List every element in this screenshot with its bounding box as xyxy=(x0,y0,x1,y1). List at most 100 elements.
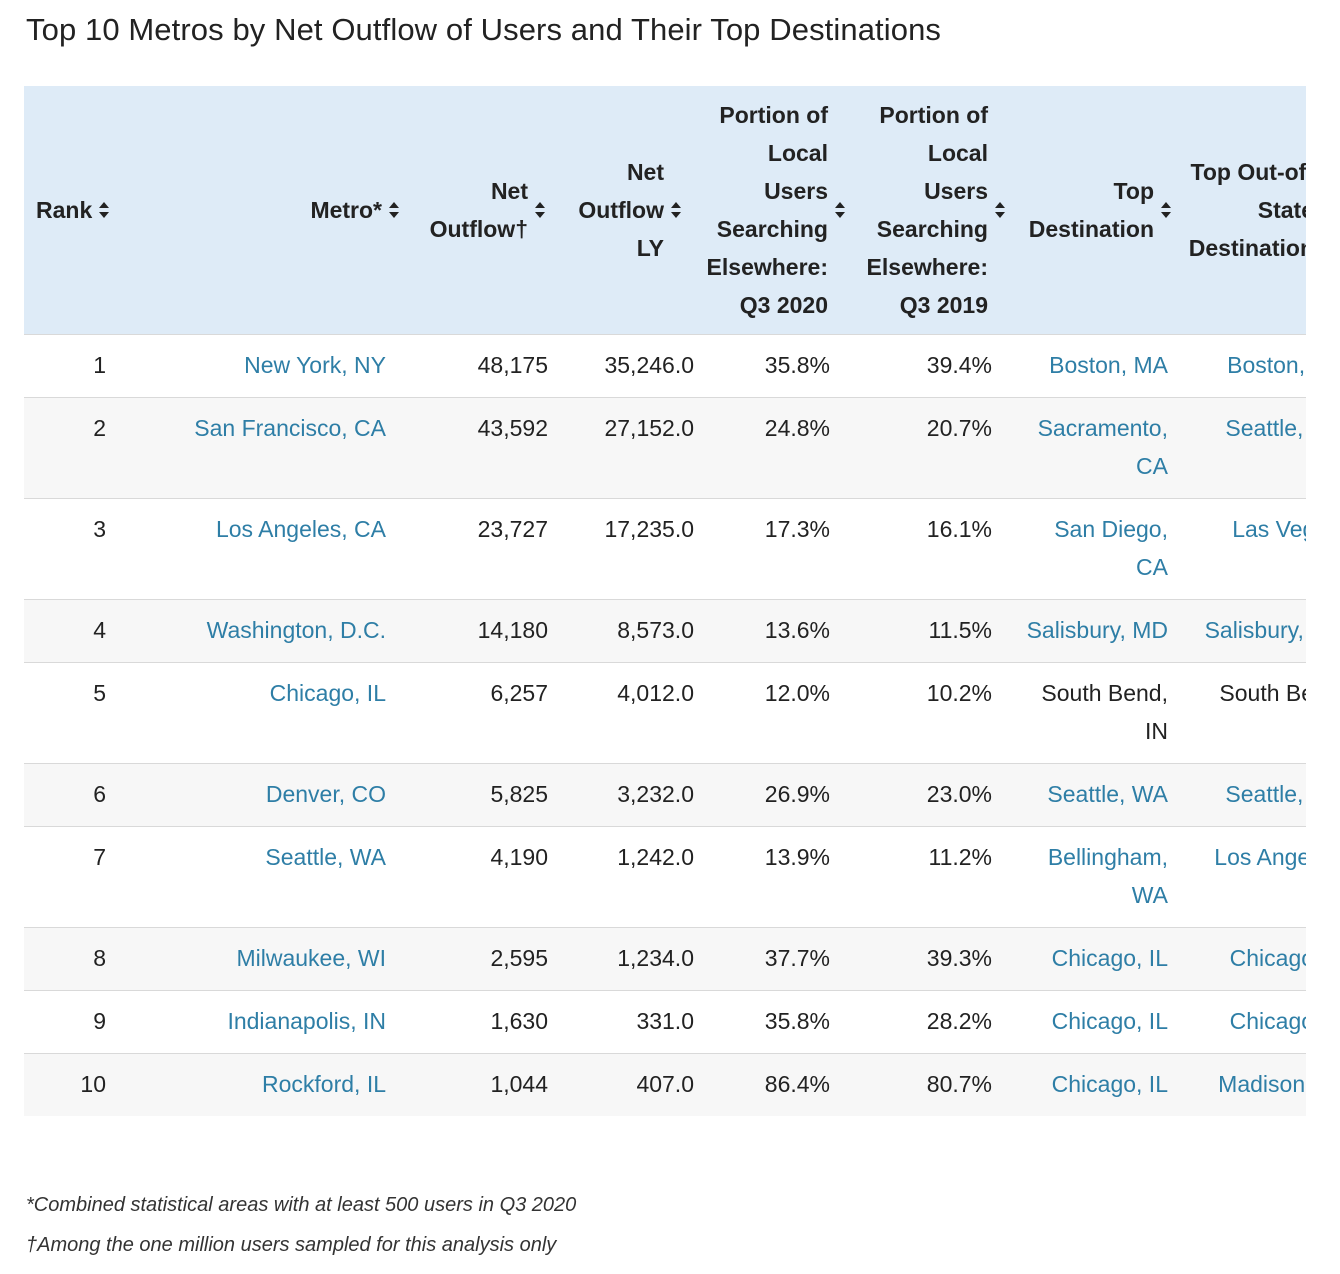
column-header-net-outflow[interactable]: Net Outflow† xyxy=(410,86,548,334)
cell-rank: 8 xyxy=(93,944,106,971)
column-header-rank[interactable]: Rank xyxy=(24,86,120,334)
cell-net-outflow: 1,630 xyxy=(490,1007,548,1034)
cell-metro[interactable]: Denver, CO xyxy=(265,780,386,807)
cell-top-destination: South Bend, IN xyxy=(1041,679,1168,744)
cell-portion-2020: 13.9% xyxy=(764,843,830,870)
cell-net-outflow-ly: 17,235.0 xyxy=(604,515,694,542)
table-row: 4 Washington, D.C. 14,180 8,573.0 13.6% 11.5%… xyxy=(24,599,1306,662)
cell-top-oos-destination[interactable]: Boston, MA xyxy=(1227,351,1306,378)
cell-net-outflow-ly: 27,152.0 xyxy=(604,414,694,441)
table-row: 2 San Francisco, CA 43,592 27,152.0 24.8% 20.… xyxy=(24,397,1306,498)
cell-rank: 2 xyxy=(93,414,106,441)
table-header-row: Rank Metro* Net Outflow† Net Outflow LY … xyxy=(24,86,1306,334)
metros-table: Rank Metro* Net Outflow† Net Outflow LY … xyxy=(24,86,1306,1116)
cell-net-outflow: 5,825 xyxy=(490,780,548,807)
cell-metro[interactable]: Los Angeles, CA xyxy=(215,515,386,542)
cell-top-destination[interactable]: San Diego, CA xyxy=(1054,515,1168,580)
column-header-label: Top Out-of-State Destination xyxy=(1188,158,1306,261)
sort-icon[interactable] xyxy=(388,201,400,219)
column-header-top-destination[interactable]: Top Destination xyxy=(1014,86,1186,334)
cell-net-outflow-ly: 1,234.0 xyxy=(617,944,694,971)
cell-rank: 5 xyxy=(93,679,106,706)
cell-portion-2020: 24.8% xyxy=(764,414,830,441)
cell-rank: 9 xyxy=(93,1007,106,1034)
cell-metro[interactable]: New York, NY xyxy=(244,351,386,378)
cell-top-destination[interactable]: Boston, MA xyxy=(1049,351,1168,378)
cell-rank: 7 xyxy=(93,843,106,870)
cell-portion-2019: 39.3% xyxy=(926,944,992,971)
cell-rank: 4 xyxy=(93,616,106,643)
cell-rank: 3 xyxy=(93,515,106,542)
cell-net-outflow-ly: 8,573.0 xyxy=(617,616,694,643)
cell-top-destination[interactable]: Salisbury, MD xyxy=(1026,616,1168,643)
cell-portion-2020: 12.0% xyxy=(764,679,830,706)
table-row: 9 Indianapolis, IN 1,630 331.0 35.8% 28.2% Chi… xyxy=(24,990,1306,1053)
cell-top-oos-destination[interactable]: Salisbury, MD xyxy=(1204,616,1306,643)
cell-portion-2020: 17.3% xyxy=(764,515,830,542)
cell-top-destination[interactable]: Seattle, WA xyxy=(1047,780,1168,807)
cell-net-outflow: 6,257 xyxy=(490,679,548,706)
sort-icon[interactable] xyxy=(834,201,846,219)
cell-metro[interactable]: San Francisco, CA xyxy=(194,414,386,441)
cell-net-outflow-ly: 4,012.0 xyxy=(617,679,694,706)
cell-portion-2019: 23.0% xyxy=(926,780,992,807)
cell-net-outflow-ly: 407.0 xyxy=(636,1070,694,1097)
cell-metro[interactable]: Washington, D.C. xyxy=(206,616,386,643)
cell-top-destination[interactable]: Sacramento, CA xyxy=(1037,414,1168,479)
cell-metro[interactable]: Seattle, WA xyxy=(265,843,386,870)
table-row: 7 Seattle, WA 4,190 1,242.0 13.9% 11.2% Bellin… xyxy=(24,826,1306,927)
cell-top-oos-destination[interactable]: Chicago, IL xyxy=(1229,1007,1306,1034)
cell-top-oos-destination[interactable]: Madison, WI xyxy=(1218,1070,1306,1097)
cell-top-destination[interactable]: Chicago, IL xyxy=(1051,1007,1168,1034)
column-header-portion-2019[interactable]: Portion of Local Users Searching Elsewhe… xyxy=(854,86,1014,334)
cell-top-oos-destination[interactable]: Las Vegas, NV xyxy=(1232,515,1306,542)
cell-top-oos-destination[interactable]: Chicago, IL xyxy=(1229,944,1306,971)
table-row: 6 Denver, CO 5,825 3,232.0 26.9% 23.0% Seattle… xyxy=(24,763,1306,826)
table-row: 10 Rockford, IL 1,044 407.0 86.4% 80.7% Chicag… xyxy=(24,1053,1306,1116)
cell-net-outflow-ly: 35,246.0 xyxy=(604,351,694,378)
sort-icon[interactable] xyxy=(994,201,1006,219)
column-header-label: Net Outflow† xyxy=(429,177,528,242)
cell-metro[interactable]: Chicago, IL xyxy=(269,679,386,706)
cell-rank: 10 xyxy=(80,1070,106,1097)
cell-net-outflow: 2,595 xyxy=(490,944,548,971)
cell-net-outflow-ly: 3,232.0 xyxy=(617,780,694,807)
cell-metro[interactable]: Indianapolis, IN xyxy=(227,1007,386,1034)
column-header-top-oos-destination[interactable]: Top Out-of-State Destination xyxy=(1186,86,1306,334)
sort-icon[interactable] xyxy=(98,201,110,219)
cell-metro[interactable]: Milwaukee, WI xyxy=(236,944,386,971)
column-header-label: Metro* xyxy=(310,196,382,223)
sort-icon[interactable] xyxy=(534,201,546,219)
cell-rank: 6 xyxy=(93,780,106,807)
column-header-label: Net Outflow LY xyxy=(578,158,664,261)
table-row: 8 Milwaukee, WI 2,595 1,234.0 37.7% 39.3% Chic… xyxy=(24,927,1306,990)
column-header-label: Top Destination xyxy=(1028,177,1154,242)
cell-net-outflow: 23,727 xyxy=(477,515,548,542)
cell-top-destination[interactable]: Bellingham, WA xyxy=(1047,843,1168,908)
cell-top-destination[interactable]: Chicago, IL xyxy=(1051,944,1168,971)
cell-top-oos-destination[interactable]: Seattle, WA xyxy=(1225,414,1306,441)
cell-portion-2020: 13.6% xyxy=(764,616,830,643)
table-row: 5 Chicago, IL 6,257 4,012.0 12.0% 10.2% South … xyxy=(24,662,1306,763)
cell-metro[interactable]: Rockford, IL xyxy=(262,1070,386,1097)
cell-net-outflow: 4,190 xyxy=(490,843,548,870)
cell-portion-2019: 11.5% xyxy=(928,616,992,643)
sort-icon[interactable] xyxy=(670,201,682,219)
cell-top-oos-destination[interactable]: Seattle, WA xyxy=(1225,780,1306,807)
cell-net-outflow: 1,044 xyxy=(490,1070,548,1097)
cell-portion-2020: 35.8% xyxy=(764,1007,830,1034)
cell-portion-2019: 10.2% xyxy=(926,679,992,706)
column-header-net-outflow-ly[interactable]: Net Outflow LY xyxy=(548,86,694,334)
cell-net-outflow-ly: 331.0 xyxy=(636,1007,694,1034)
cell-top-oos-destination[interactable]: Los Angeles, CA xyxy=(1214,843,1306,870)
footnote-metro: *Combined statistical areas with at leas… xyxy=(26,1194,577,1216)
cell-top-destination[interactable]: Chicago, IL xyxy=(1051,1070,1168,1097)
cell-net-outflow-ly: 1,242.0 xyxy=(617,843,694,870)
cell-portion-2020: 86.4% xyxy=(764,1070,830,1097)
sort-icon[interactable] xyxy=(1160,201,1172,219)
table-row: 1 New York, NY 48,175 35,246.0 35.8% 39.4% Bos… xyxy=(24,334,1306,397)
column-header-metro[interactable]: Metro* xyxy=(120,86,410,334)
table-body: 1 New York, NY 48,175 35,246.0 35.8% 39.4% Bos… xyxy=(24,334,1306,1116)
column-header-portion-2020[interactable]: Portion of Local Users Searching Elsewhe… xyxy=(694,86,854,334)
cell-portion-2019: 16.1% xyxy=(926,515,992,542)
